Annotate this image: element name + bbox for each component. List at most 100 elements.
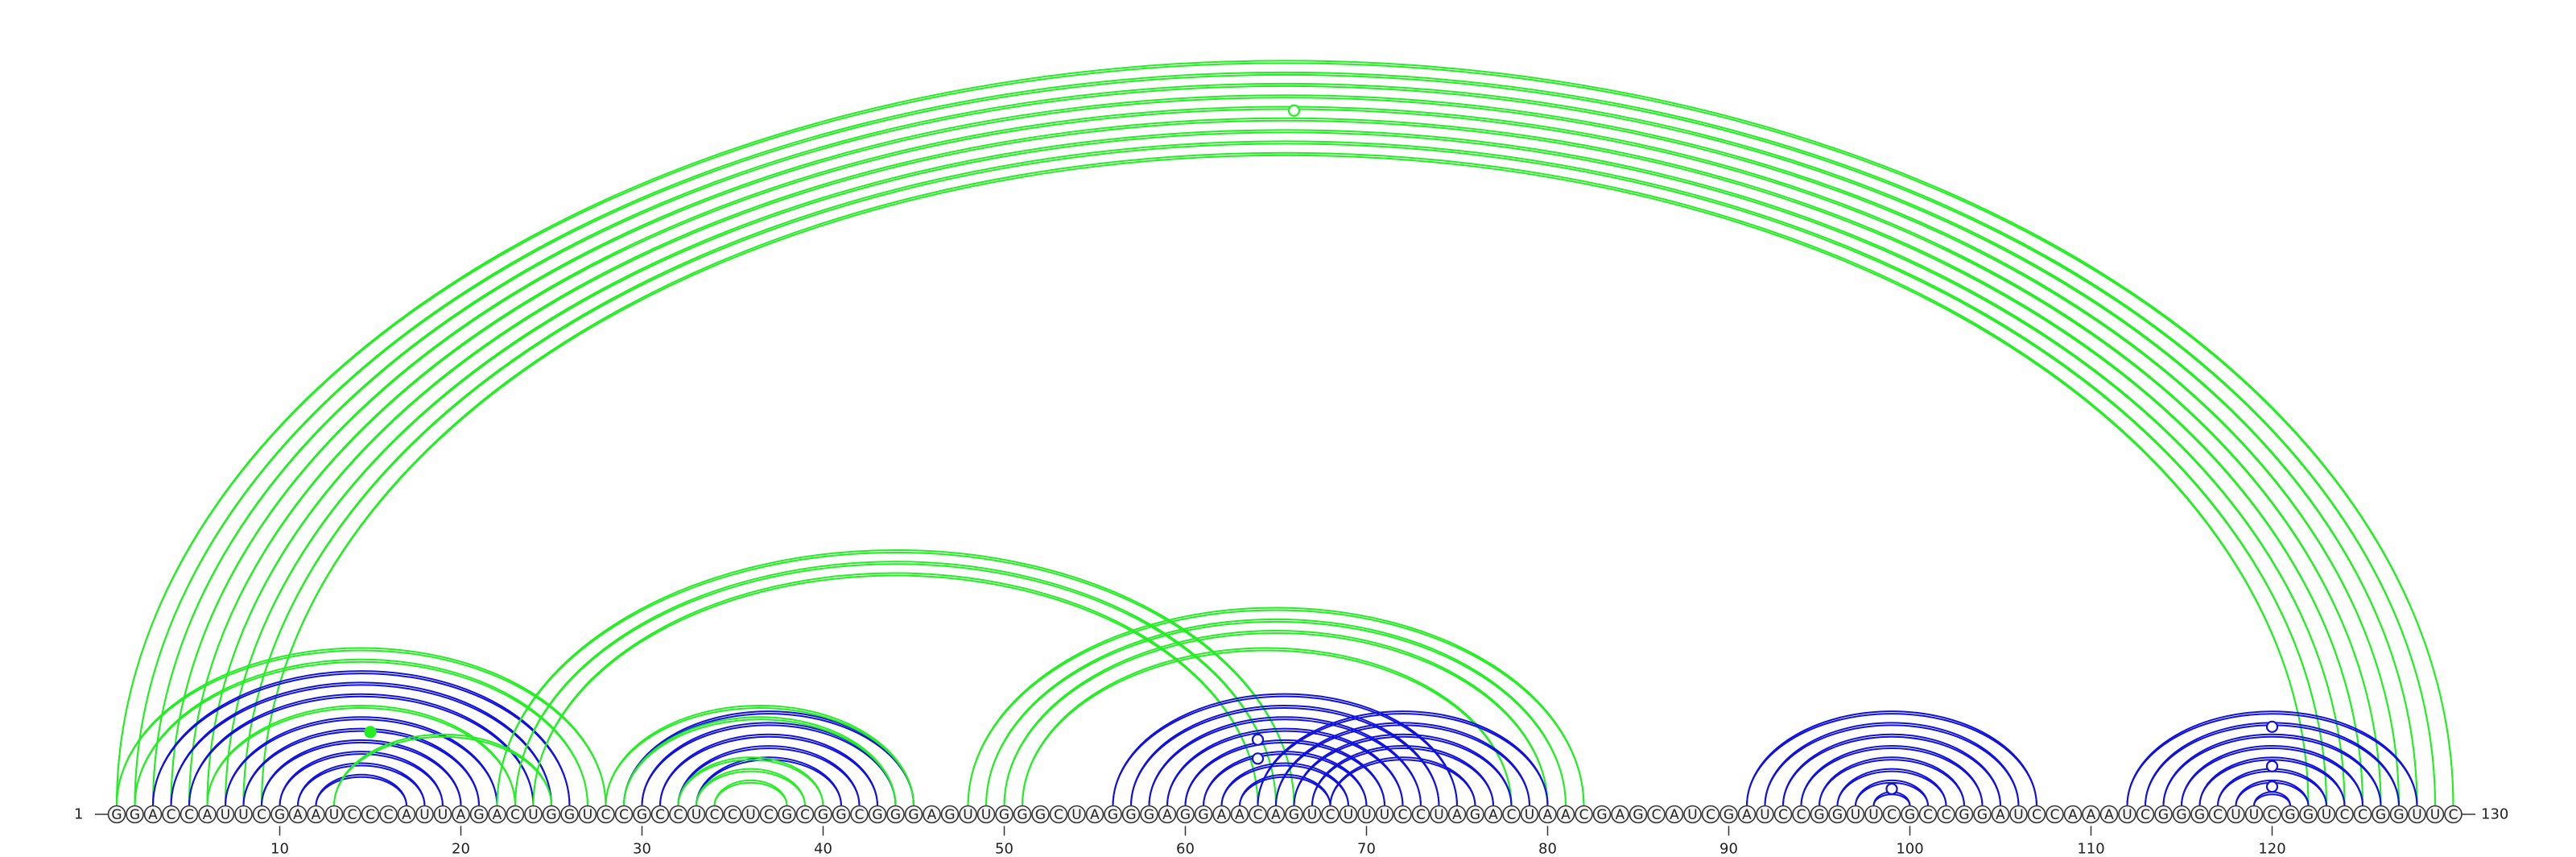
arc-set-green-bridge-2 <box>967 607 1585 807</box>
base-pair-arc <box>1746 710 2037 807</box>
nucleotide-base: G <box>1466 805 1484 824</box>
nucleotide-base: U <box>2317 805 2336 824</box>
svg-text:C: C <box>2449 807 2458 823</box>
base-pair-arc <box>261 151 2310 807</box>
svg-text:G: G <box>473 807 484 823</box>
base-pair-arc <box>1800 745 1984 807</box>
nucleotide-base: C <box>2444 805 2462 824</box>
nucleotide-base: A <box>1556 805 1575 824</box>
base-pair-arc <box>1148 716 1422 807</box>
arc-marker <box>1885 782 1898 796</box>
nucleotide-base: G <box>2281 805 2300 824</box>
base-pair-arc <box>1764 722 2020 807</box>
svg-text:A: A <box>1217 807 1227 823</box>
base-pair-arc <box>967 607 1585 807</box>
svg-text:A: A <box>456 807 466 823</box>
nucleotide-base: C <box>180 805 199 824</box>
base-pair-arc <box>1239 776 1331 807</box>
nucleotide-base: U <box>1302 805 1322 824</box>
nucleotide-base: U <box>2227 805 2245 824</box>
svg-text:C: C <box>2268 807 2277 823</box>
nucleotide-base: C <box>252 805 271 824</box>
nucleotide-base: G <box>2190 805 2209 824</box>
nucleotide-base: C <box>597 805 615 824</box>
svg-text:G: G <box>818 807 828 823</box>
svg-text:U: U <box>1434 807 1443 823</box>
nucleotide-base: G <box>2154 805 2173 824</box>
svg-text:U: U <box>963 807 972 823</box>
nucleotide-base: U <box>2009 805 2028 824</box>
svg-text:U: U <box>691 807 701 823</box>
nucleotide-base: G <box>2389 805 2409 824</box>
nucleotide-base: C <box>1918 805 1938 824</box>
nucleotide-base: C <box>1937 805 1955 824</box>
svg-text:C: C <box>1887 807 1897 823</box>
base-pair-arc <box>152 85 2418 807</box>
nucleotide-base: C <box>1321 805 1340 824</box>
base-pair-arc <box>225 129 2346 807</box>
nucleotide-base: A <box>397 805 416 824</box>
svg-text:U: U <box>1687 807 1697 823</box>
nucleotide-base: C <box>1647 805 1666 824</box>
arc-marker <box>364 726 377 739</box>
nucleotide-base: C <box>2263 805 2281 824</box>
svg-text:G: G <box>1180 807 1191 823</box>
svg-text:U: U <box>2322 807 2331 823</box>
svg-text:A: A <box>148 807 158 823</box>
tick-label: 120 <box>2258 841 2285 857</box>
svg-text:C: C <box>655 807 665 823</box>
svg-text:G: G <box>1905 807 1915 823</box>
nucleotide-base: G <box>778 805 796 824</box>
svg-text:G: G <box>2158 807 2169 823</box>
nucleotide-base: A <box>143 805 163 824</box>
nucleotide-base: C <box>343 805 361 824</box>
nucleotide-base: C <box>1773 805 1793 824</box>
svg-text:A: A <box>1996 807 2005 823</box>
nucleotide-base: G <box>560 805 579 824</box>
base-pair-arc <box>1329 756 1476 807</box>
svg-text:C: C <box>674 807 683 823</box>
svg-text:G: G <box>1596 807 1607 823</box>
base-pair-arc <box>188 106 2382 807</box>
nucleotide-base: C <box>1575 805 1593 824</box>
arc-set-green-left-inner <box>333 733 552 807</box>
base-pair-arc <box>152 82 2418 807</box>
svg-text:A: A <box>1090 807 1100 823</box>
svg-text:A: A <box>203 807 213 823</box>
nucleotide-base: U <box>1520 805 1539 824</box>
arc-set-blue-center-right <box>1257 710 1549 807</box>
nucleotide-base: U <box>1375 805 1394 824</box>
nucleotide-base: G <box>270 805 289 824</box>
nucleotide-base: C <box>2208 805 2227 824</box>
base-pair-arc <box>242 143 2327 807</box>
svg-text:G: G <box>872 807 882 823</box>
svg-text:A: A <box>293 807 303 823</box>
svg-text:U: U <box>1344 807 1353 823</box>
nucleotide-base: U <box>1067 805 1086 824</box>
svg-text:C: C <box>1706 807 1715 823</box>
base-pair-arc <box>713 779 788 807</box>
nucleotide-base: G <box>904 805 923 824</box>
nucleotide-base: G <box>886 805 905 824</box>
svg-text:C: C <box>1778 807 1788 823</box>
nucleotide-base: C <box>669 805 687 824</box>
nucleotide-base: G <box>1031 805 1050 824</box>
svg-text:C: C <box>2140 807 2150 823</box>
nucleotide-base: C <box>506 805 525 824</box>
base-pair-arc <box>496 549 1295 807</box>
nucleotide-base: U <box>1683 805 1702 824</box>
base-pair-arc <box>225 716 498 807</box>
nucleotide-base: C <box>1701 805 1720 824</box>
svg-text:U: U <box>438 807 448 823</box>
svg-text:C: C <box>348 807 357 823</box>
base-pair-arcs <box>116 60 2454 807</box>
svg-text:A: A <box>1235 807 1245 823</box>
base-pair-arc <box>1166 727 1404 807</box>
base-pair-arc <box>2181 745 2363 807</box>
nucleotide-base: A <box>452 805 470 824</box>
nucleotide-base: A <box>2099 805 2119 824</box>
nucleotide-base: U <box>578 805 597 824</box>
nucleotide-base: G <box>1719 805 1738 824</box>
svg-text:C: C <box>2032 807 2041 823</box>
svg-text:G: G <box>999 807 1009 823</box>
